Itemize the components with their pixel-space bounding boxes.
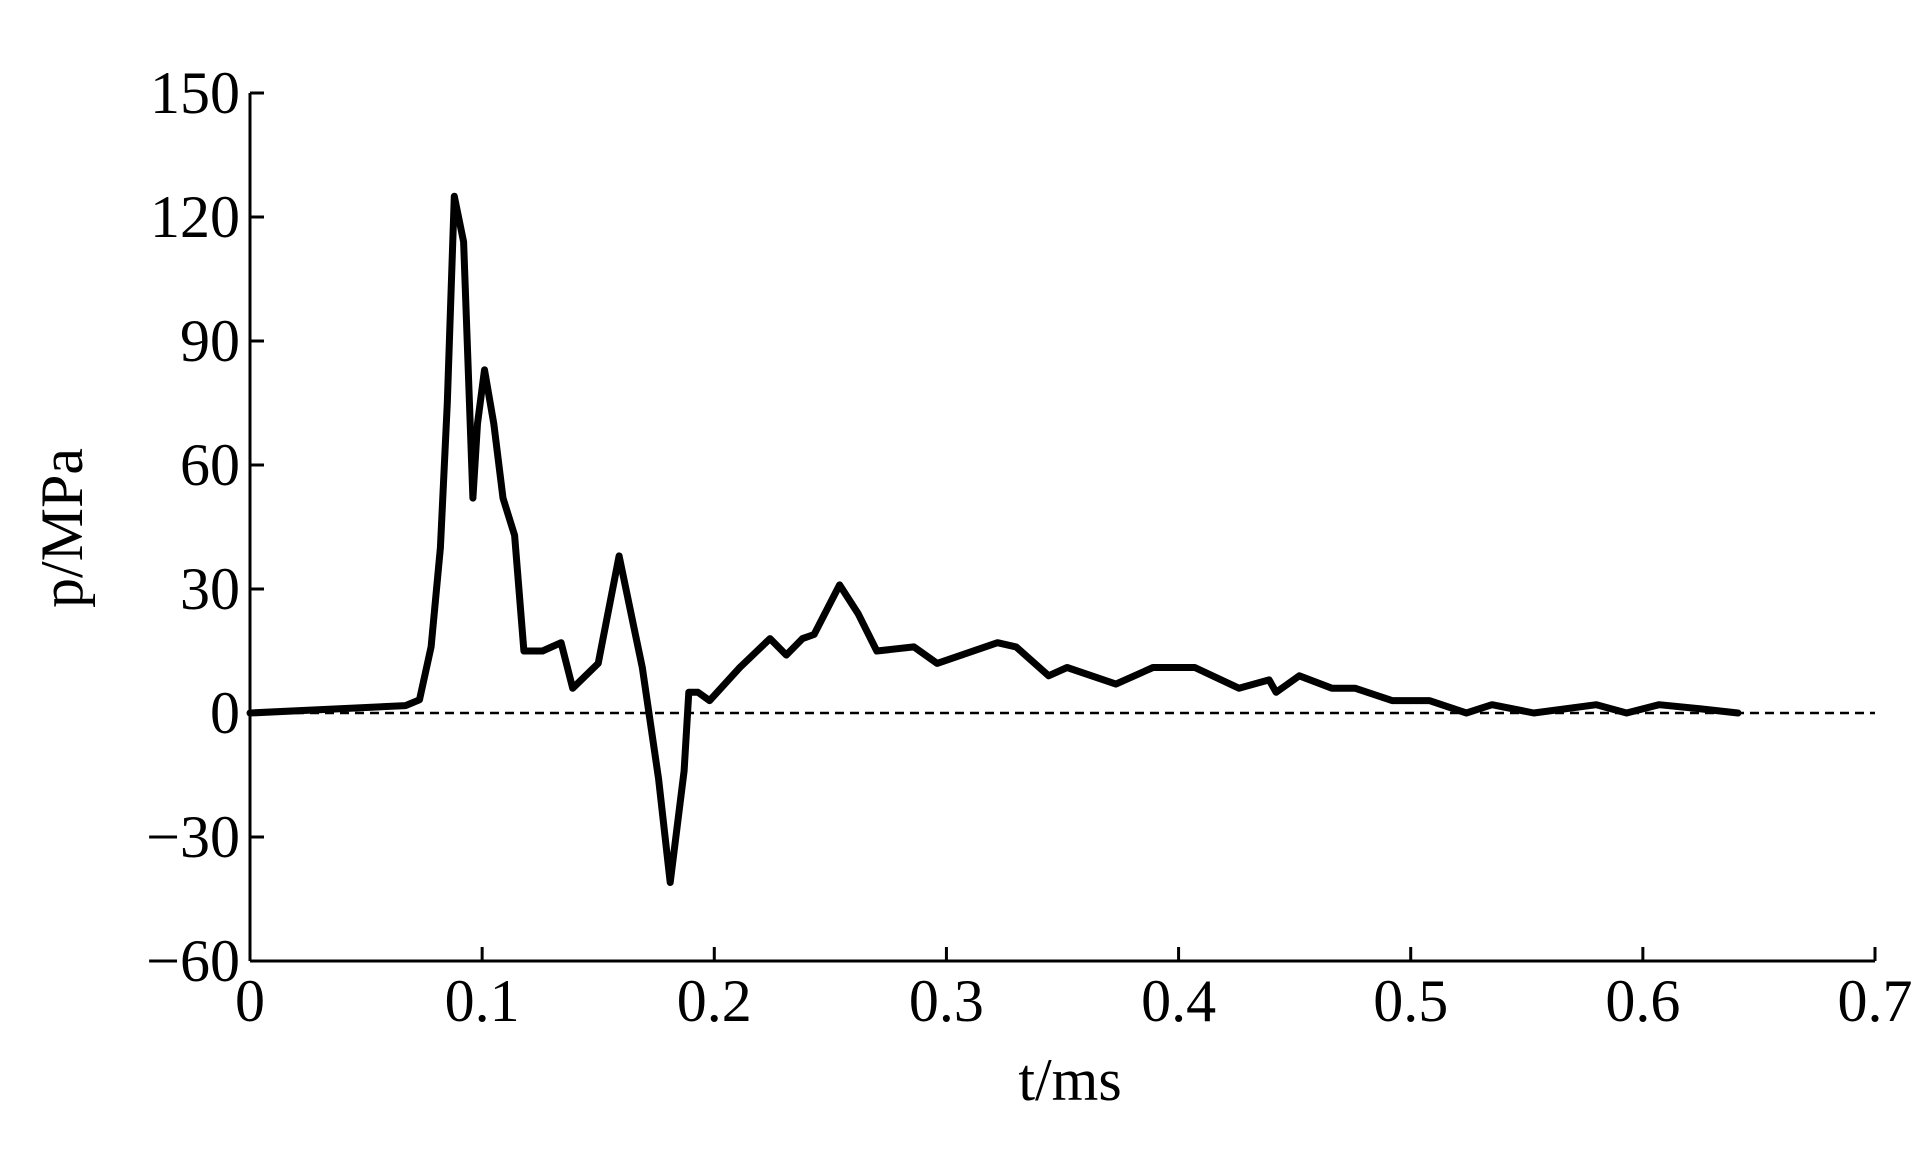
y-tick-label: 0 (210, 680, 240, 746)
y-tick-label: 30 (180, 556, 240, 622)
y-tick-label: 150 (150, 60, 240, 126)
y-tick-label: −60 (146, 928, 240, 994)
y-axis-label: p/MPa (29, 448, 95, 608)
x-tick-label: 0.4 (1141, 968, 1216, 1034)
data-line (246, 192, 1742, 886)
x-axis-label: t/ms (1018, 1047, 1121, 1113)
x-tick-label: 0.5 (1373, 968, 1448, 1034)
x-tick-label: 0.1 (445, 968, 520, 1034)
x-tick-label: 0.3 (909, 968, 984, 1034)
y-tick-label: 60 (180, 432, 240, 498)
x-tick-label: 0.7 (1838, 968, 1913, 1034)
y-tick-label: 90 (180, 308, 240, 374)
y-tick-label: −30 (146, 804, 240, 870)
y-tick-label: 120 (150, 184, 240, 250)
x-tick-label: 0.6 (1605, 968, 1680, 1034)
x-tick-label: 0 (235, 968, 265, 1034)
x-tick-label: 0.2 (677, 968, 752, 1034)
